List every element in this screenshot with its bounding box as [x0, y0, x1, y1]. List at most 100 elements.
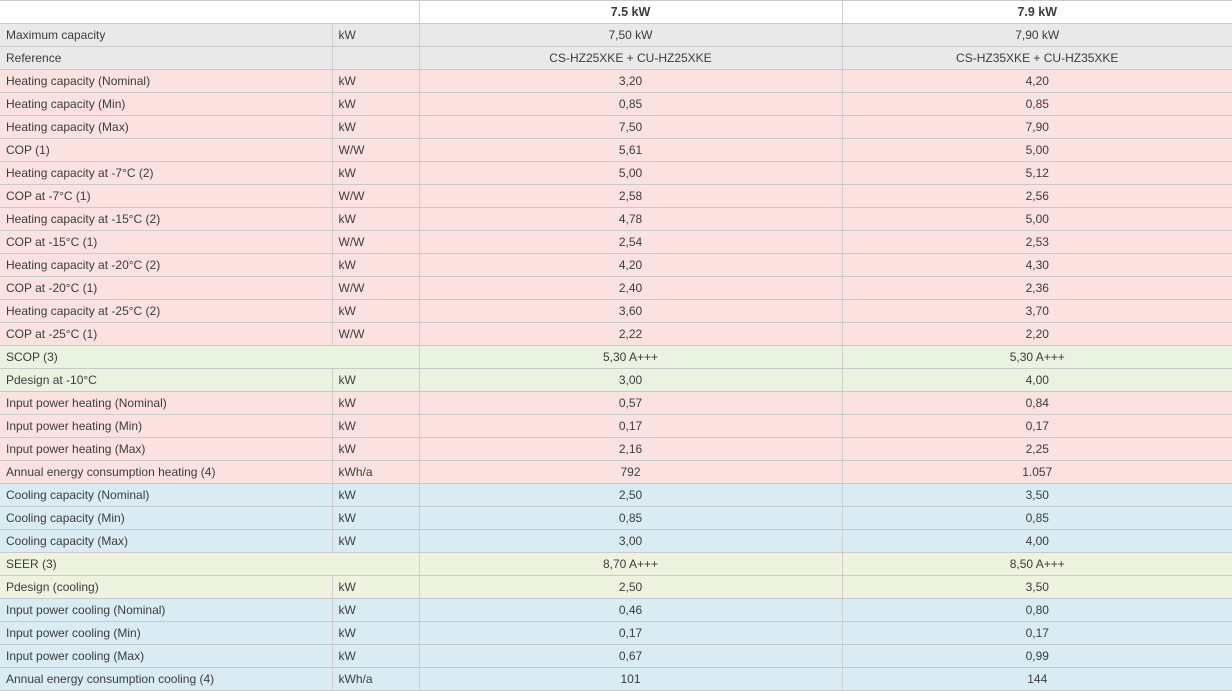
- row-value-col-2: 2,20: [842, 322, 1232, 346]
- row-value-col-2: 2,56: [842, 184, 1232, 208]
- row-unit: kW: [332, 161, 420, 185]
- table-row: COP at -15°C (1) W/W 2,54 2,53: [0, 230, 1232, 254]
- row-value-col-2: 3,70: [842, 299, 1232, 323]
- row-label: Heating capacity at -25°C (2): [0, 299, 333, 323]
- row-value-col-1: 5,00: [419, 161, 843, 185]
- row-label: Input power heating (Min): [0, 414, 333, 438]
- row-value-col-2: 3,50: [842, 575, 1232, 599]
- row-value-col-1: 2,54: [419, 230, 843, 254]
- row-value-col-2: 2,25: [842, 437, 1232, 461]
- row-unit: kW: [332, 483, 420, 507]
- row-value-col-1: 5,61: [419, 138, 843, 162]
- row-label: Heating capacity at -15°C (2): [0, 207, 333, 231]
- row-label: Input power cooling (Nominal): [0, 598, 333, 622]
- table-row: Annual energy consumption cooling (4) kWh…: [0, 667, 1232, 691]
- row-value-col-1: 4,78: [419, 207, 843, 231]
- row-value-col-2: 8,50 A+++: [842, 552, 1232, 576]
- table-row: Heating capacity at -25°C (2) kW 3,60 3,70: [0, 299, 1232, 323]
- row-label: Input power cooling (Min): [0, 621, 333, 645]
- row-value-col-2: 0,84: [842, 391, 1232, 415]
- row-label: Heating capacity (Max): [0, 115, 333, 139]
- row-value-col-2: 1.057: [842, 460, 1232, 484]
- row-unit: kW: [332, 598, 420, 622]
- table-row: Heating capacity at -15°C (2) kW 4,78 5,00: [0, 207, 1232, 231]
- row-label: Pdesign (cooling): [0, 575, 333, 599]
- column-header-model-1: 7.5 kW: [419, 0, 843, 24]
- row-unit: W/W: [332, 322, 420, 346]
- row-unit: kW: [332, 506, 420, 530]
- table-row: SEER (3) 8,70 A+++ 8,50 A+++: [0, 552, 1232, 576]
- row-value-col-2: 4,30: [842, 253, 1232, 277]
- row-unit: kW: [332, 207, 420, 231]
- row-value-col-2: 2,36: [842, 276, 1232, 300]
- row-value-col-1: 4,20: [419, 253, 843, 277]
- row-label: SEER (3): [0, 552, 420, 576]
- row-label: COP at -25°C (1): [0, 322, 333, 346]
- row-unit: kW: [332, 299, 420, 323]
- table-row: COP at -7°C (1) W/W 2,58 2,56: [0, 184, 1232, 208]
- table-row: Cooling capacity (Nominal) kW 2,50 3,50: [0, 483, 1232, 507]
- row-unit: kWh/a: [332, 667, 420, 691]
- row-unit: kW: [332, 253, 420, 277]
- row-value-col-1: 3,00: [419, 368, 843, 392]
- row-value-col-2: 4,00: [842, 368, 1232, 392]
- table-header-row: 7.5 kW 7.9 kW: [0, 0, 1232, 24]
- row-value-col-2: 144: [842, 667, 1232, 691]
- table-row: Heating capacity at -7°C (2) kW 5,00 5,12: [0, 161, 1232, 185]
- row-value-col-1: 3,60: [419, 299, 843, 323]
- table-row: Cooling capacity (Min) kW 0,85 0,85: [0, 506, 1232, 530]
- row-value-col-1: 3,00: [419, 529, 843, 553]
- row-unit: kW: [332, 437, 420, 461]
- row-value-col-2: 5,12: [842, 161, 1232, 185]
- row-label: COP at -15°C (1): [0, 230, 333, 254]
- row-label: Heating capacity at -20°C (2): [0, 253, 333, 277]
- row-unit: [332, 46, 420, 70]
- row-unit: W/W: [332, 138, 420, 162]
- header-blank-cell: [0, 0, 420, 24]
- row-label: Cooling capacity (Min): [0, 506, 333, 530]
- row-label: Reference: [0, 46, 333, 70]
- table-row: Pdesign (cooling) kW 2,50 3,50: [0, 575, 1232, 599]
- row-unit: kW: [332, 391, 420, 415]
- row-label: Pdesign at -10°C: [0, 368, 333, 392]
- row-value-col-1: 0,17: [419, 621, 843, 645]
- row-value-col-2: 0,85: [842, 506, 1232, 530]
- row-value-col-2: 5,00: [842, 138, 1232, 162]
- table-row: Pdesign at -10°C kW 3,00 4,00: [0, 368, 1232, 392]
- row-label: Heating capacity at -7°C (2): [0, 161, 333, 185]
- row-value-col-2: 3,50: [842, 483, 1232, 507]
- table-row: Input power cooling (Max) kW 0,67 0,99: [0, 644, 1232, 668]
- row-value-col-2: 4,20: [842, 69, 1232, 93]
- row-value-col-1: 0,67: [419, 644, 843, 668]
- row-label: Cooling capacity (Nominal): [0, 483, 333, 507]
- row-label: COP at -20°C (1): [0, 276, 333, 300]
- row-value-col-1: 0,85: [419, 506, 843, 530]
- row-value-col-1: 0,57: [419, 391, 843, 415]
- row-value-col-1: 2,58: [419, 184, 843, 208]
- table-row: SCOP (3) 5,30 A+++ 5,30 A+++: [0, 345, 1232, 369]
- row-unit: kW: [332, 92, 420, 116]
- row-value-col-1: 2,40: [419, 276, 843, 300]
- row-label: Cooling capacity (Max): [0, 529, 333, 553]
- row-label: COP at -7°C (1): [0, 184, 333, 208]
- row-label: COP (1): [0, 138, 333, 162]
- row-unit: kW: [332, 23, 420, 47]
- table-row: Heating capacity (Nominal) kW 3,20 4,20: [0, 69, 1232, 93]
- row-unit: kW: [332, 368, 420, 392]
- row-value-col-1: 792: [419, 460, 843, 484]
- column-header-model-2: 7.9 kW: [842, 0, 1232, 24]
- row-unit: kWh/a: [332, 460, 420, 484]
- row-value-col-2: 0,17: [842, 414, 1232, 438]
- row-label: Heating capacity (Nominal): [0, 69, 333, 93]
- row-value-col-2: 2,53: [842, 230, 1232, 254]
- row-value-col-2: 7,90: [842, 115, 1232, 139]
- row-value-col-1: 3,20: [419, 69, 843, 93]
- row-value-col-1: CS-HZ25XKE + CU-HZ25XKE: [419, 46, 843, 70]
- row-label: Heating capacity (Min): [0, 92, 333, 116]
- row-unit: kW: [332, 644, 420, 668]
- row-label: Annual energy consumption cooling (4): [0, 667, 333, 691]
- row-unit: kW: [332, 414, 420, 438]
- row-value-col-1: 5,30 A+++: [419, 345, 843, 369]
- row-label: Input power cooling (Max): [0, 644, 333, 668]
